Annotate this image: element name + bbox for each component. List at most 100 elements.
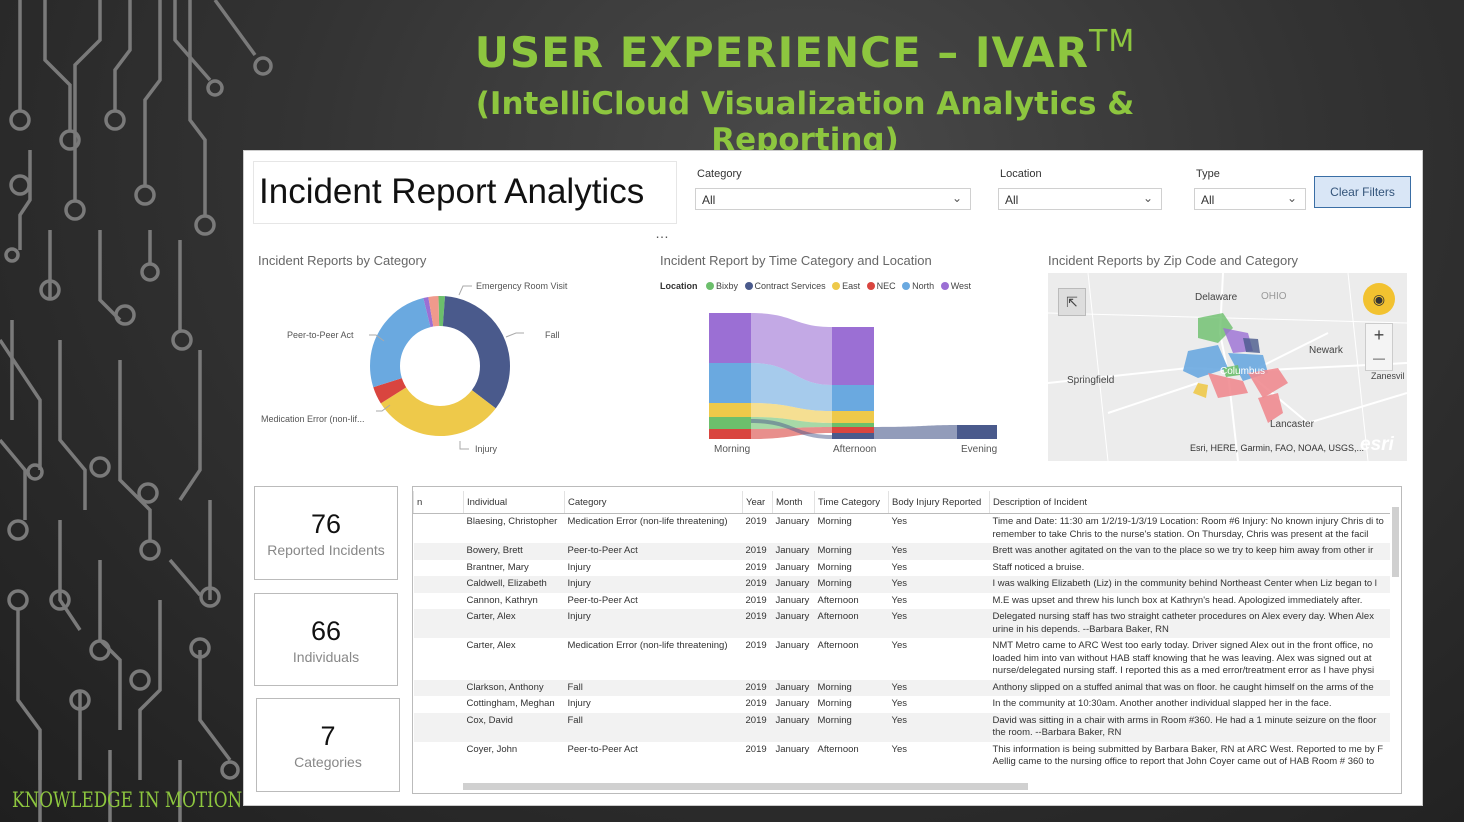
donut-slice-emergency-room-visit[interactable] [370, 296, 510, 436]
cell-category: Injury [564, 609, 743, 638]
cell-individual: Brantner, Mary [466, 561, 529, 573]
donut-label-medication-error: Medication Error (non-lif... [261, 414, 365, 424]
table-row[interactable]: Brantner, Mary Injury 2019 January Morning Ye… [414, 560, 1390, 577]
table-row[interactable]: Bowery, Brett Peer-to-Peer Act 2019 January… [413, 543, 1390, 560]
cell-year: 2019 [745, 516, 767, 527]
zoom-out-icon[interactable]: — [1373, 351, 1385, 365]
afternoon-west[interactable] [832, 327, 874, 385]
kpi-label: Individuals [292, 649, 360, 665]
sankey-legend: Location Bixby Contract Services East NE… [660, 281, 975, 291]
more-options-icon[interactable]: … [655, 225, 670, 241]
category-filter-label: Category [697, 168, 742, 180]
cell-category: Medication Error (non-life threatening) [567, 516, 728, 527]
slide-subtitle: (IntelliCloud Visualization Analytics & … [475, 86, 1135, 158]
morning-west[interactable] [709, 313, 751, 363]
column-header-year[interactable]: Year [742, 491, 773, 514]
type-filter-value: All [1201, 193, 1215, 207]
afternoon-bixby[interactable] [832, 423, 874, 427]
afternoon-contract-services[interactable] [832, 433, 874, 439]
clear-filters-button[interactable]: Clear Filters [1314, 176, 1411, 208]
morning-nec[interactable] [709, 429, 751, 439]
cell-year: 2019 [745, 561, 767, 573]
table-row[interactable]: Carter, Alex Injury 2019 January Afternoon Ye… [413, 609, 1390, 638]
zip-code-map[interactable]: ⇱ ◉ + — Delaware OHIO Newark Springfield… [1048, 273, 1407, 461]
cell-injury: Yes [891, 561, 908, 573]
column-header-month[interactable]: Month [772, 491, 815, 514]
table-row[interactable]: Cannon, Kathryn Peer-to-Peer Act 2019 Janua… [414, 593, 1390, 610]
column-header-n[interactable]: n [413, 491, 464, 514]
cell-injury: Yes [888, 576, 990, 593]
table-row[interactable]: Cox, David Fall 2019 January Morning Yes David… [413, 712, 1390, 742]
evening-contract-services[interactable] [957, 425, 997, 439]
cell-desc: M.E was upset and threw his lunch box at… [992, 594, 1363, 606]
cell-individual: Clarkson, Anthony [463, 679, 565, 696]
table-row[interactable]: Coyer, John Peer-to-Peer Act 2019 January Af… [414, 742, 1390, 771]
cell-year: 2019 [742, 609, 773, 638]
cell-n [414, 593, 464, 610]
table-row[interactable]: Carter, Alex Medication Error (non-life t… [414, 638, 1390, 680]
morning-north[interactable] [709, 363, 751, 403]
cell-desc: In the community at 10:30am. Another ano… [992, 698, 1332, 709]
cell-category: Injury [567, 698, 591, 709]
kpi-label: Reported Incidents [267, 542, 385, 558]
column-header-category[interactable]: Category [564, 491, 743, 514]
cell-n [414, 560, 464, 577]
column-header-individual[interactable]: Individual [463, 491, 565, 514]
cell-month: January [772, 543, 815, 560]
chevron-down-icon: ⌄ [1286, 191, 1297, 205]
cell-category: Fall [564, 679, 743, 696]
incident-table[interactable]: n Individual Category Year Month Time Ca… [412, 486, 1402, 794]
cell-time: Morning [814, 576, 889, 593]
legend-item-west[interactable]: West [940, 281, 971, 291]
horizontal-scrollbar[interactable] [413, 779, 1401, 793]
table-row[interactable]: Blaesing, Christopher Medication Error (n… [414, 514, 1390, 544]
legend-item-east[interactable]: East [832, 281, 860, 291]
cell-injury: Yes [891, 640, 908, 651]
cell-injury: Yes [888, 679, 990, 696]
select-arrow-icon[interactable]: ⇱ [1058, 288, 1086, 316]
category-filter-dropdown[interactable]: All ⌄ [695, 188, 971, 210]
zoom-in-icon[interactable]: + [1373, 325, 1385, 345]
cell-month: January [772, 576, 815, 593]
cell-month: January [775, 698, 810, 709]
kpi-card-individuals: 66 Individuals [254, 593, 398, 686]
column-header-body-injury[interactable]: Body Injury Reported [888, 491, 990, 514]
location-filter-dropdown[interactable]: All ⌄ [998, 188, 1162, 210]
zip-region-shapes[interactable] [1183, 313, 1288, 423]
kpi-card-reported-incidents: 76 Reported Incidents [254, 486, 398, 580]
cell-individual: Blaesing, Christopher [466, 516, 558, 527]
cell-time: Morning [817, 561, 852, 573]
kpi-card-categories: 7 Categories [256, 698, 400, 792]
legend-item-bixby[interactable]: Bixby [706, 281, 738, 291]
cell-category: Peer-to-Peer Act [567, 594, 638, 606]
cell-injury: Yes [888, 609, 990, 638]
donut-slice-peer-to-peer-act[interactable] [370, 296, 510, 436]
map-pin-icon[interactable]: ◉ [1363, 283, 1395, 315]
column-header-time-category[interactable]: Time Category [814, 491, 889, 514]
afternoon-nec[interactable] [832, 427, 874, 433]
afternoon-north[interactable] [832, 385, 874, 411]
legend-item-north[interactable]: North [902, 281, 934, 291]
table-row[interactable]: Cottingham, Meghan Injury 2019 January Morni… [414, 696, 1390, 713]
report-title: Incident Report Analytics [259, 172, 645, 211]
type-filter-dropdown[interactable]: All ⌄ [1194, 188, 1306, 210]
legend-item-nec[interactable]: NEC [866, 281, 896, 291]
table-row[interactable]: Clarkson, Anthony Fall 2019 January Morning Y… [413, 679, 1390, 696]
cell-individual: Cannon, Kathryn [466, 594, 538, 606]
column-header-description[interactable]: Description of Incident [989, 491, 1390, 514]
cell-n [414, 742, 464, 771]
scrollbar-thumb[interactable] [463, 783, 1028, 790]
cell-n [414, 638, 464, 680]
sankey-chart-title: Incident Report by Time Category and Loc… [660, 253, 932, 268]
vertical-scrollbar[interactable] [1392, 507, 1399, 577]
cell-time: Afternoon [814, 609, 889, 638]
donut-slice-injury[interactable] [370, 296, 510, 436]
afternoon-east[interactable] [832, 411, 874, 423]
morning-east[interactable] [709, 403, 751, 417]
legend-item-contract-services[interactable]: Contract Services [744, 281, 826, 291]
chevron-down-icon: ⌄ [1142, 191, 1153, 205]
table-row[interactable]: Caldwell, Elizabeth Injury 2019 January Morn… [413, 576, 1390, 593]
donut-slice-fall[interactable] [370, 296, 510, 436]
morning-bixby[interactable] [709, 417, 751, 429]
axis-label-morning: Morning [714, 444, 751, 455]
